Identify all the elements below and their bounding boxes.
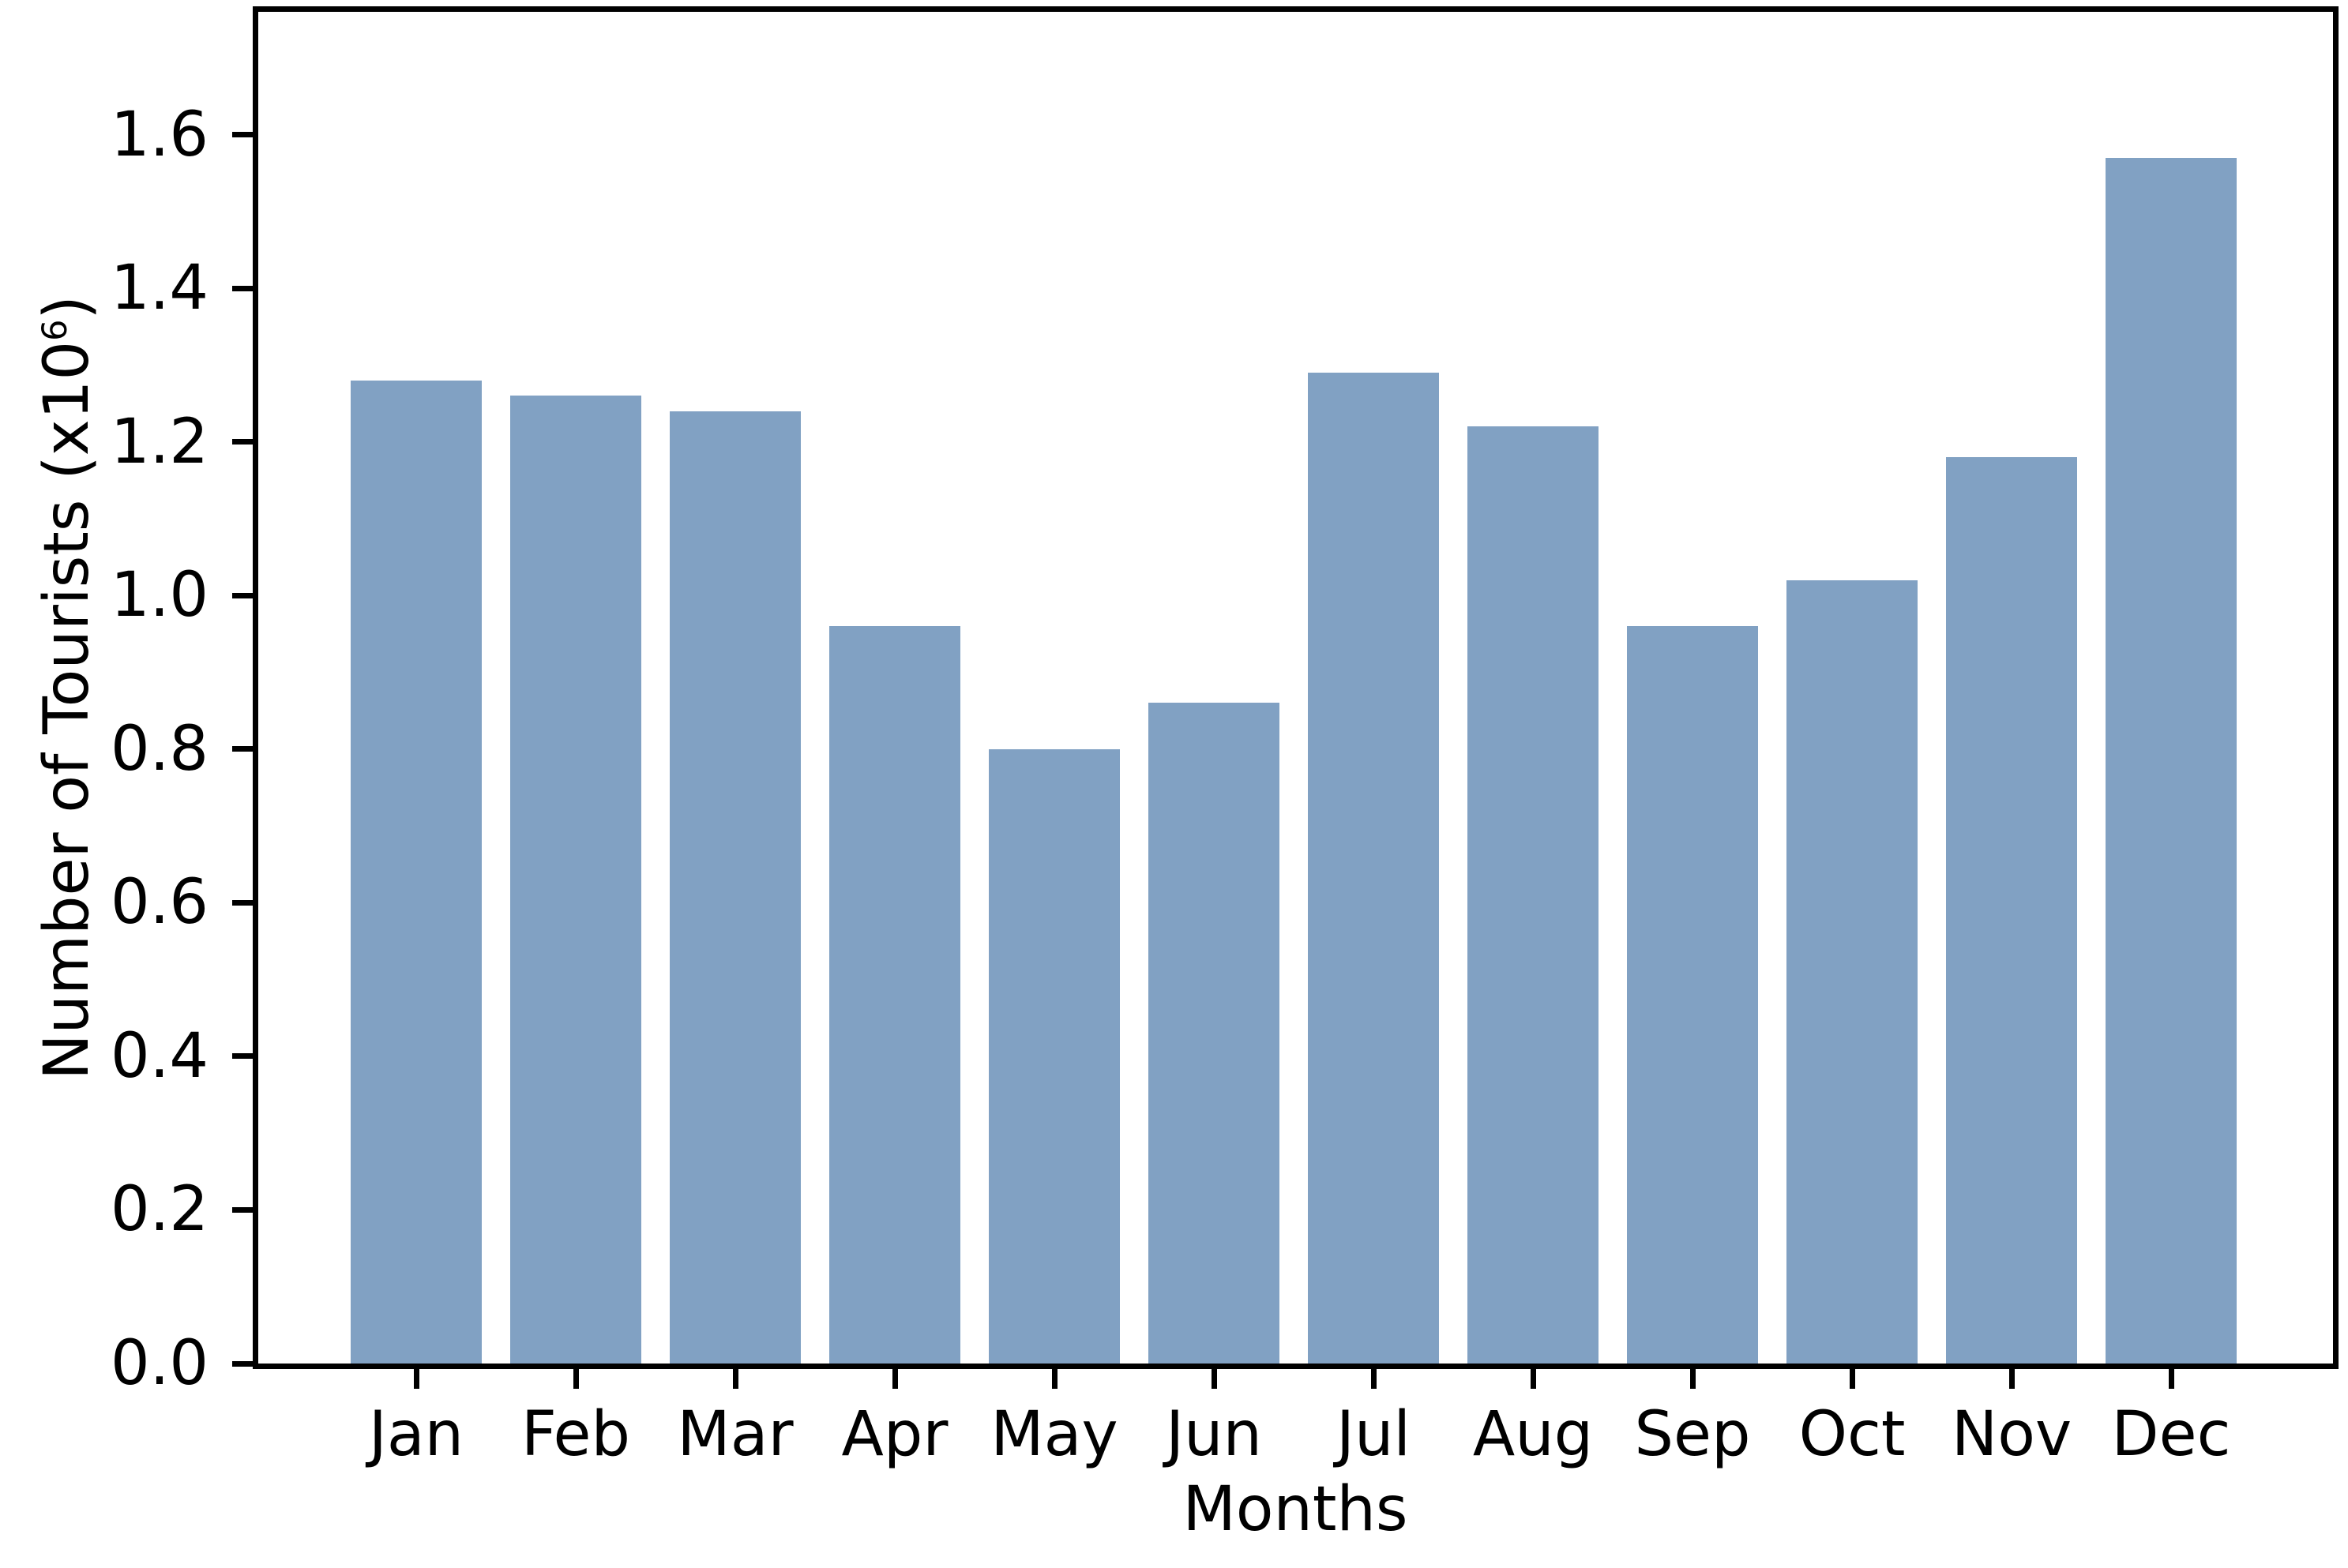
bar-oct	[1786, 580, 1918, 1364]
y-tick-mark-1.0	[232, 592, 253, 598]
y-tick-label-1.2: 1.2	[110, 406, 209, 478]
x-tick-mark-mar	[732, 1369, 738, 1389]
y-tick-mark-0.0	[232, 1360, 253, 1367]
x-tick-label-apr: Apr	[841, 1399, 949, 1470]
y-tick-label-1.6: 1.6	[110, 99, 209, 171]
y-tick-mark-0.6	[232, 899, 253, 906]
x-axis-label: Months	[1182, 1474, 1408, 1545]
y-tick-mark-1.4	[232, 285, 253, 291]
y-tick-label-0.8: 0.8	[110, 713, 209, 785]
bar-apr	[829, 626, 960, 1364]
x-tick-label-nov: Nov	[1951, 1399, 2072, 1470]
x-tick-mark-dec	[2168, 1369, 2174, 1389]
x-tick-label-jan: Jan	[368, 1399, 464, 1470]
y-axis-label-superscript: 6	[36, 319, 75, 341]
x-tick-label-mar: Mar	[677, 1399, 794, 1470]
bar-nov	[1946, 457, 2077, 1364]
y-tick-label-0.4: 0.4	[110, 1020, 209, 1092]
bar-mar	[670, 411, 801, 1364]
x-tick-label-jun: Jun	[1166, 1399, 1262, 1470]
x-tick-label-may: May	[990, 1399, 1118, 1470]
x-tick-mark-jan	[413, 1369, 419, 1389]
y-tick-mark-0.2	[232, 1206, 253, 1213]
x-tick-mark-jul	[1370, 1369, 1377, 1389]
y-tick-label-1.4: 1.4	[110, 253, 209, 324]
bar-jan	[351, 381, 482, 1364]
y-tick-mark-0.4	[232, 1053, 253, 1060]
x-tick-mark-aug	[1530, 1369, 1536, 1389]
x-tick-mark-may	[1051, 1369, 1058, 1389]
plot-area: Jan Feb Mar Apr May Jun Jul Aug Sep Oct Nov Dec 0.0 0…	[111, 6, 2339, 1470]
bar-aug	[1467, 426, 1599, 1364]
x-tick-label-feb: Feb	[520, 1399, 631, 1470]
y-tick-label-1.0: 1.0	[110, 560, 209, 632]
bar-jun	[1148, 703, 1279, 1364]
y-tick-label-0.2: 0.2	[110, 1174, 209, 1246]
x-tick-label-oct: Oct	[1798, 1399, 1906, 1470]
x-tick-label-aug: Aug	[1472, 1399, 1594, 1470]
y-tick-label-0.6: 0.6	[110, 867, 209, 939]
x-tick-mark-oct	[1849, 1369, 1855, 1389]
x-tick-mark-sep	[1689, 1369, 1696, 1389]
x-tick-mark-jun	[1211, 1369, 1217, 1389]
x-tick-label-jul: Jul	[1336, 1399, 1411, 1470]
x-tick-mark-nov	[2008, 1369, 2015, 1389]
bar-may	[989, 749, 1120, 1364]
y-tick-mark-1.6	[232, 132, 253, 138]
x-tick-label-sep: Sep	[1634, 1399, 1751, 1470]
x-tick-mark-apr	[892, 1369, 898, 1389]
bar-feb	[510, 396, 641, 1364]
bar-jul	[1308, 373, 1439, 1364]
y-tick-mark-1.2	[232, 439, 253, 445]
bar-dec	[2106, 158, 2237, 1364]
x-tick-mark-feb	[573, 1369, 579, 1389]
bar-sep	[1627, 626, 1758, 1364]
y-tick-label-0.0: 0.0	[110, 1328, 209, 1399]
y-tick-mark-0.8	[232, 746, 253, 752]
x-tick-label-dec: Dec	[2111, 1399, 2231, 1470]
